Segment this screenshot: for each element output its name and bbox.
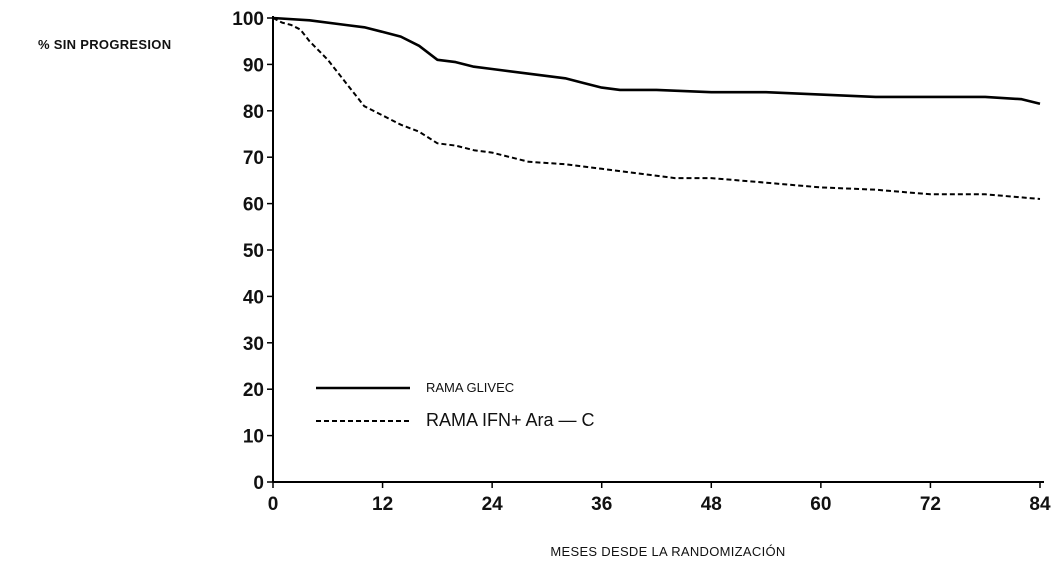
legend-label-ifn-ara: RAMA IFN+ Ara — C [426,410,595,430]
y-axis-label: % SIN PROGRESION [38,37,171,52]
legend: RAMA GLIVEC RAMA IFN+ Ara — C [316,380,595,430]
x-axis-label: MESES DESDE LA RANDOMIZACIÓN [550,544,785,559]
y-tick-label: 0 [253,473,264,494]
y-tick-label: 30 [243,334,264,355]
x-tick-label: 48 [701,494,722,515]
x-tick-label: 72 [920,494,941,515]
series-layer [272,16,1041,200]
x-tick-label: 36 [591,494,612,515]
y-tick-label: 100 [232,9,264,30]
y-tick-label: 50 [243,241,264,262]
y-tick-label: 20 [243,380,264,401]
x-tick-label: 0 [268,494,279,515]
x-tick-label: 84 [1029,494,1051,515]
legend-label-ifn-ara-suffix: — C [559,410,595,430]
y-tick-label: 60 [243,195,264,216]
legend-label-ifn-ara-name: RAMA IFN+ Ara [426,410,559,430]
y-tick-label: 80 [243,102,264,123]
series-line-ifn-ara [272,17,1041,200]
axes: 0 10 20 30 40 50 60 70 80 90 100 0 12 24 36 48 60 72 84 [232,9,1051,515]
y-tick-label: 40 [243,287,264,308]
x-tick-label: 60 [810,494,831,515]
y-tick-label: 10 [243,427,264,448]
y-tick-label: 70 [243,148,264,169]
x-tick-label: 12 [372,494,393,515]
series-line-glivec [272,16,1041,106]
y-tick-label: 90 [243,55,264,76]
x-tick-label: 24 [482,494,504,515]
legend-label-glivec: RAMA GLIVEC [426,380,514,395]
